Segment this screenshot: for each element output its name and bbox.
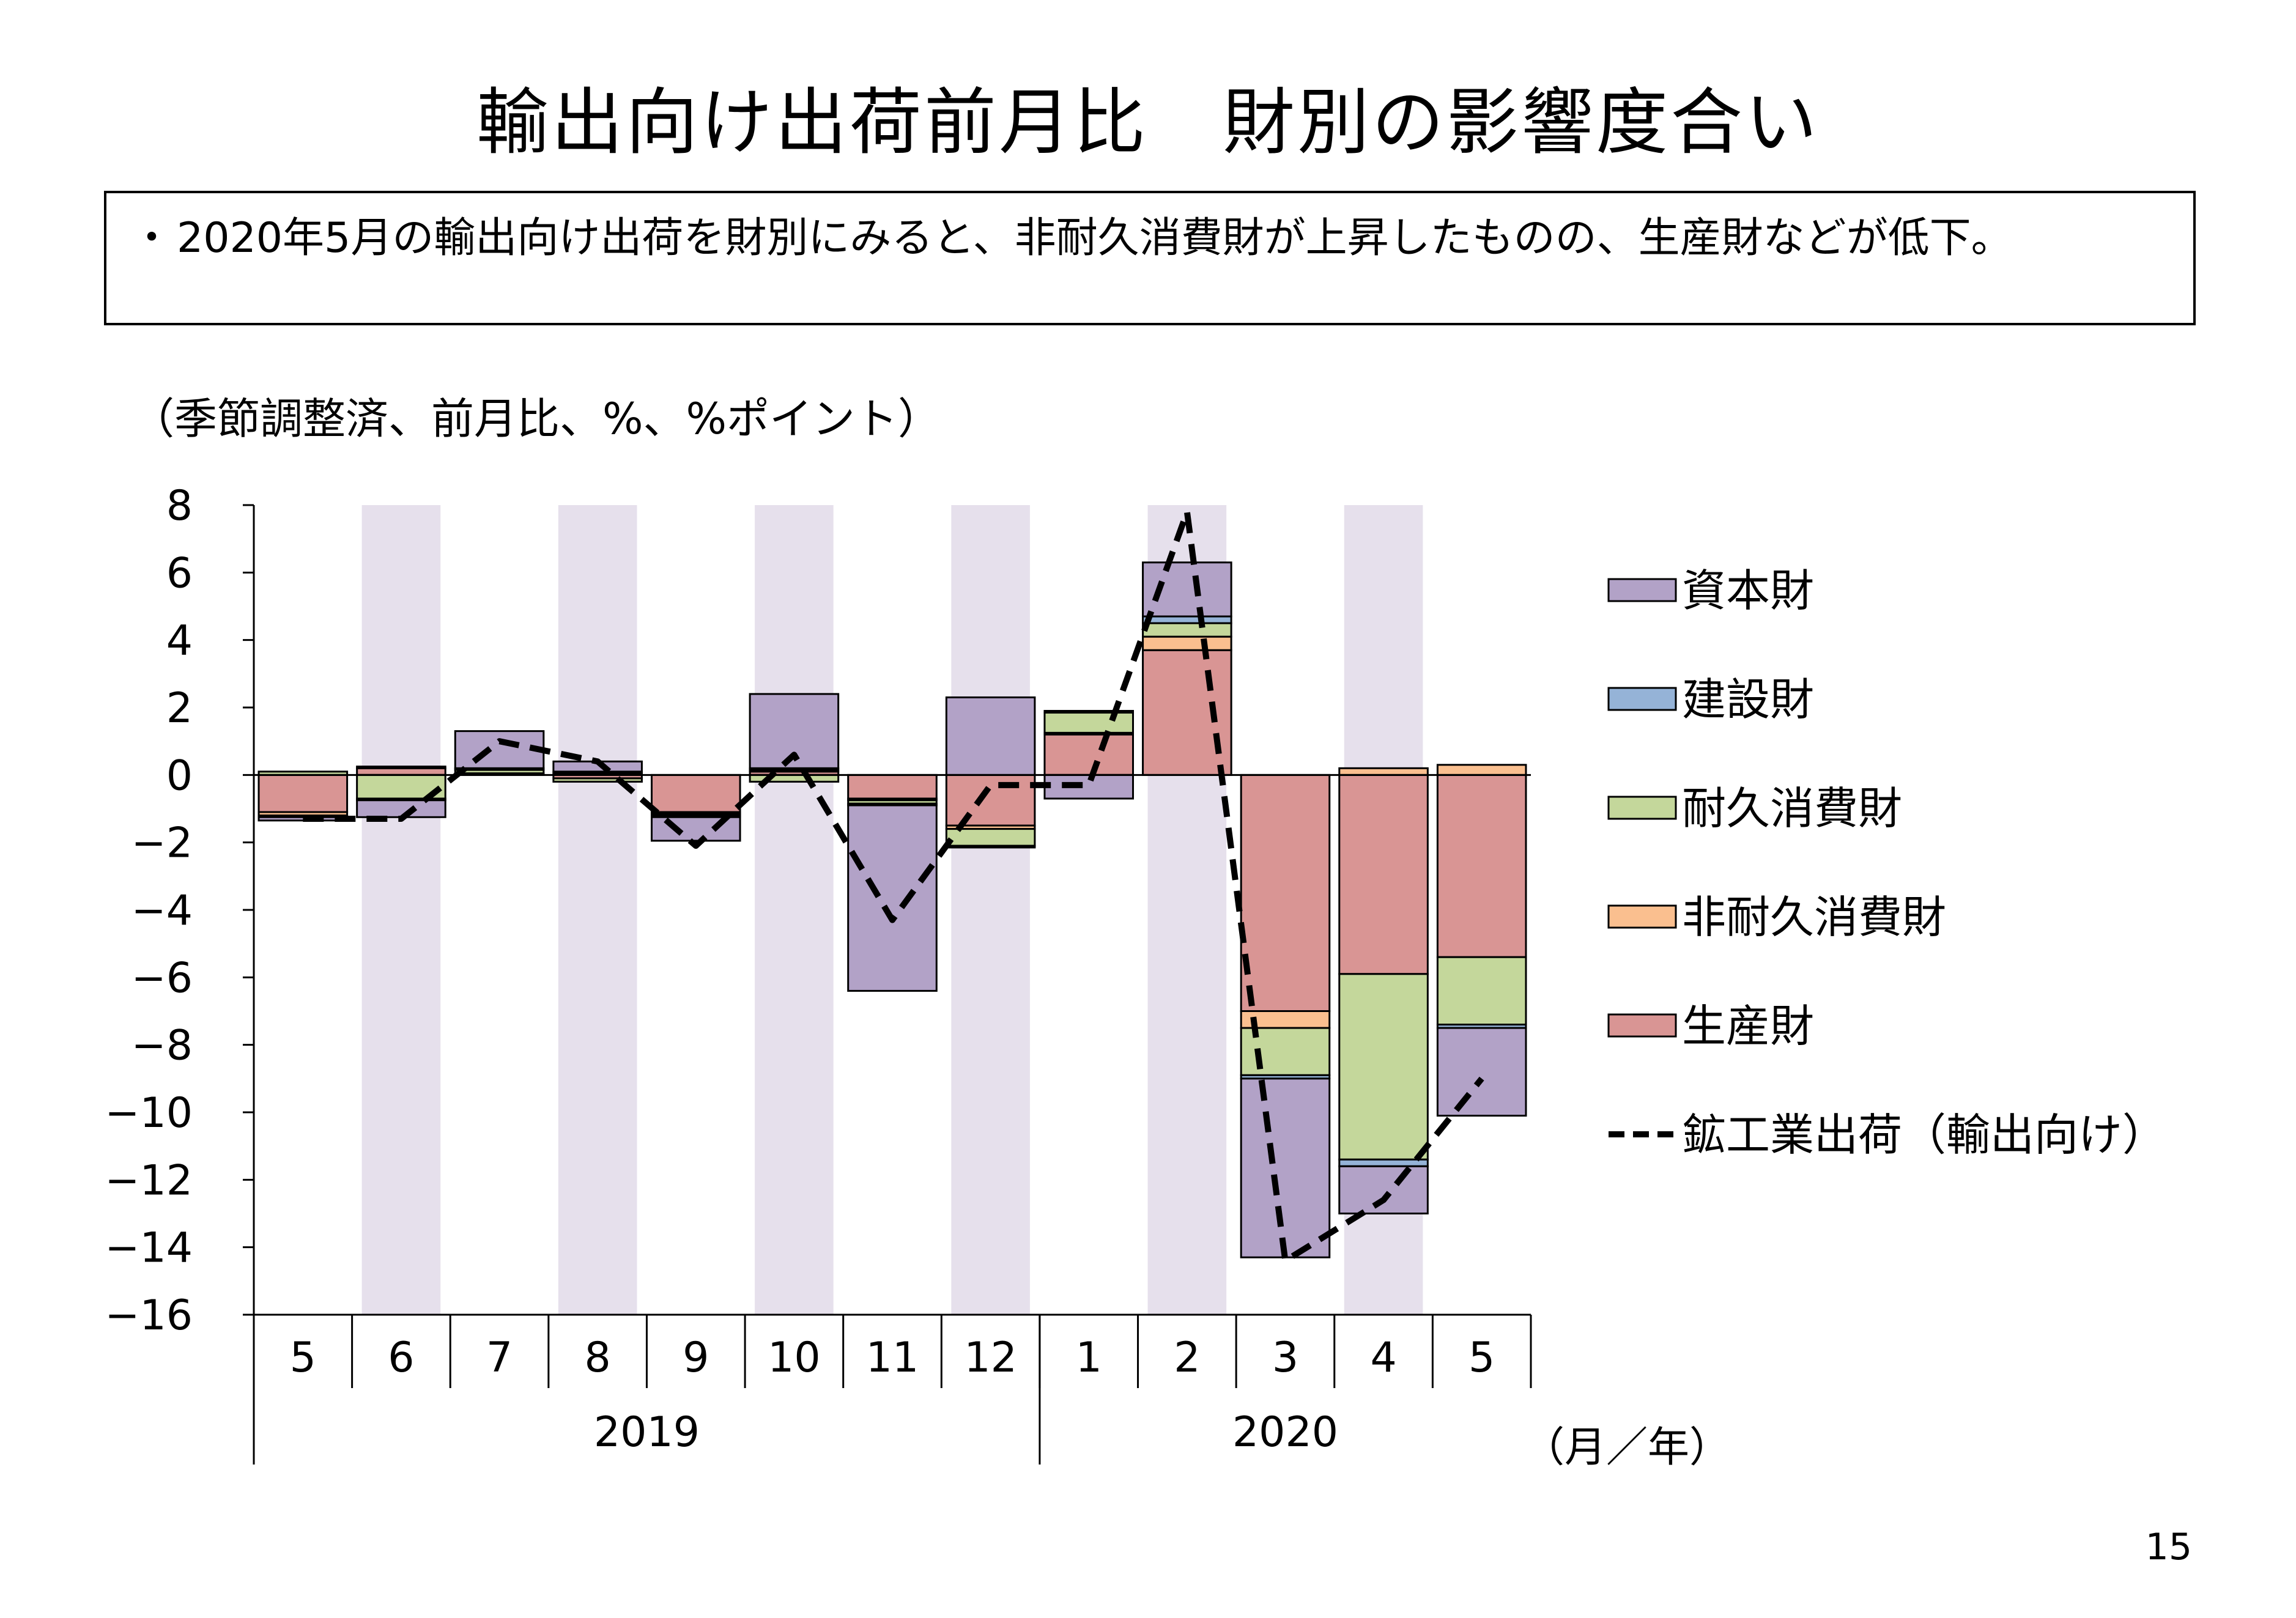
bar-segment-4-1 <box>356 799 446 818</box>
legend-label: 非耐久消費財 <box>1682 892 1946 943</box>
summary-note-text: 2020年5月の輸出向け出荷を財別にみると、非耐久消費財が上昇したものの、生産財… <box>177 214 2013 262</box>
bar-segment-4-2 <box>454 730 545 769</box>
bar-segment-2-12 <box>1436 956 1527 1026</box>
bar-segment-1-12 <box>1436 764 1527 776</box>
bar-segment-2-9 <box>1142 622 1232 638</box>
bar-segment-4-10 <box>1240 1077 1331 1258</box>
legend-swatch-0 <box>1607 578 1677 602</box>
x-tick-label: 2 <box>1174 1334 1200 1382</box>
x-tick-label: 3 <box>1272 1334 1298 1382</box>
y-tick-label: −6 <box>131 954 193 1002</box>
y-tick-label: 6 <box>166 549 193 597</box>
bar-segment-0-12 <box>1436 774 1527 958</box>
x-tick-label: 9 <box>683 1334 709 1382</box>
legend-swatch-3 <box>1607 904 1677 929</box>
bar-segment-1-1 <box>356 766 446 769</box>
bar-segment-3-11 <box>1338 1158 1429 1167</box>
x-tick-label: 4 <box>1370 1334 1396 1382</box>
x-tick-label: 10 <box>768 1334 821 1382</box>
x-tick-label: 8 <box>585 1334 611 1382</box>
legend-label: 資本財 <box>1682 565 1814 616</box>
year-label: 2020 <box>1232 1408 1338 1457</box>
bar-segment-2-11 <box>1338 973 1429 1161</box>
shade-band-3 <box>558 505 637 1315</box>
bar-segment-4-12 <box>1436 1027 1527 1117</box>
shade-band-5 <box>755 505 834 1315</box>
export-shipments-line <box>303 509 1484 1264</box>
legend-label: 耐久消費財 <box>1682 783 1902 834</box>
bar-segment-0-7 <box>945 774 1036 827</box>
y-tick-label: −8 <box>131 1022 193 1070</box>
unit-label: （季節調整済、前月比、%、%ポイント） <box>131 394 941 444</box>
bar-segment-1-9 <box>1142 635 1232 651</box>
x-tick-label: 5 <box>1468 1334 1495 1382</box>
shade-band-7 <box>951 505 1030 1315</box>
bar-segment-0-1 <box>356 767 446 776</box>
bar-segment-4-7 <box>945 696 1036 776</box>
bar-segment-2-7 <box>945 828 1036 847</box>
y-tick-label: 4 <box>166 617 193 665</box>
y-tick-label: −4 <box>131 887 193 935</box>
bar-segment-0-0 <box>257 774 349 813</box>
y-tick-label: 2 <box>166 684 193 733</box>
bar-segment-3-7 <box>945 844 1036 849</box>
bar-segment-0-9 <box>1142 649 1232 776</box>
bar-segment-4-11 <box>1338 1165 1429 1215</box>
bar-segment-0-4 <box>650 774 741 813</box>
y-tick-label: −10 <box>105 1089 193 1137</box>
bar-segment-2-8 <box>1043 711 1135 734</box>
x-tick-label: 7 <box>486 1334 513 1382</box>
legend-swatch-2 <box>1607 796 1677 820</box>
bar-segment-0-6 <box>847 774 938 800</box>
bar-segment-0-11 <box>1338 774 1429 975</box>
bar-segment-1-11 <box>1338 767 1429 776</box>
legend-label: 建設財 <box>1682 674 1814 725</box>
bar-segment-2-3 <box>552 777 643 783</box>
legend-swatch-4 <box>1607 1013 1677 1038</box>
note-bullet: ・ <box>131 214 173 262</box>
bar-segment-4-6 <box>847 804 938 992</box>
page-number: 15 <box>2145 1526 2192 1568</box>
x-tick-label: 6 <box>388 1334 414 1382</box>
shade-band-1 <box>361 505 441 1315</box>
legend-label: 生産財 <box>1682 1000 1814 1052</box>
legend-swatch-1 <box>1607 687 1677 711</box>
x-tick-label: 11 <box>866 1334 919 1382</box>
y-tick-label: 8 <box>166 482 193 530</box>
bar-segment-0-8 <box>1043 733 1135 776</box>
x-unit-label: （月／年） <box>1523 1424 1731 1472</box>
bar-segment-3-8 <box>1043 710 1135 714</box>
legend-label: 鉱工業出荷（輸出向け） <box>1682 1109 2166 1161</box>
y-tick-label: −2 <box>131 819 193 868</box>
y-tick-label: −12 <box>105 1156 193 1205</box>
x-tick-label: 1 <box>1076 1334 1102 1382</box>
bar-segment-0-10 <box>1240 774 1331 1013</box>
y-tick-label: 0 <box>166 752 193 800</box>
year-label: 2019 <box>594 1408 700 1457</box>
bar-segment-3-9 <box>1142 615 1232 624</box>
x-tick-label: 12 <box>964 1334 1017 1382</box>
summary-note-box: ・ 2020年5月の輸出向け出荷を財別にみると、非耐久消費財が上昇したものの、生… <box>104 191 2196 325</box>
y-tick-label: −16 <box>105 1291 193 1340</box>
y-tick-label: −14 <box>105 1224 193 1273</box>
page-title: 輸出向け出荷前月比 財別の影響度合い <box>476 80 1820 164</box>
x-tick-label: 5 <box>290 1334 316 1382</box>
